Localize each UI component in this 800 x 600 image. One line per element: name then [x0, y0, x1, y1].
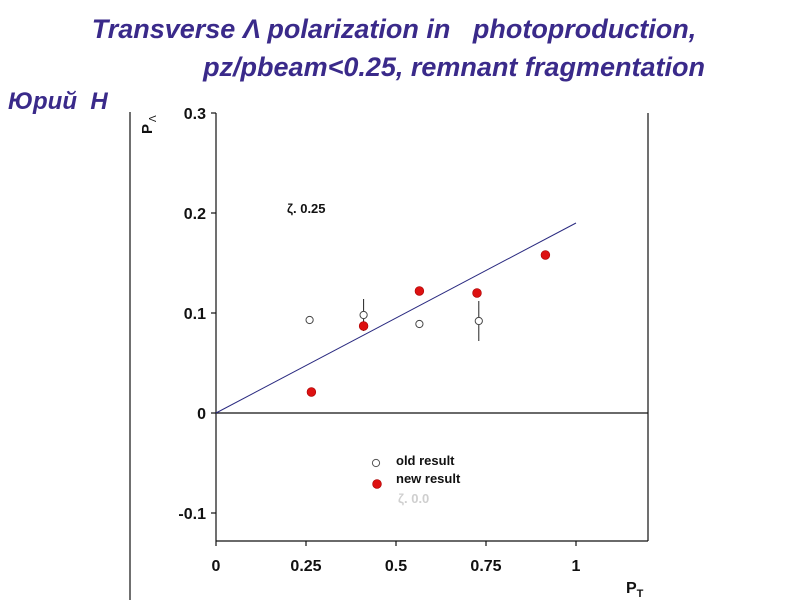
zeta-annotation: ζ. 0.25 [287, 201, 326, 216]
legend-new-label: new result [396, 471, 461, 486]
old-result-point [359, 310, 368, 320]
new-result-point [414, 286, 425, 296]
old-result-point [415, 319, 424, 329]
legend-faded-label: ζ. 0.0 [398, 491, 429, 506]
x-tick-label: 0.75 [470, 558, 501, 575]
x-tick-label: 0 [212, 558, 221, 575]
old-result-point [305, 315, 314, 325]
legend-old-label: old result [396, 453, 455, 468]
author-label: Юрий Н [8, 88, 108, 115]
slide-title-line-1: Transverse Λ polarization in photoproduc… [91, 14, 697, 44]
legend: old result new result ζ. 0.0 [371, 453, 461, 506]
new-result-point [358, 321, 369, 331]
plot-frame [129, 112, 649, 600]
axis-labels: ζ. 0.25 PΛ PT [139, 115, 644, 600]
legend-old-marker [371, 458, 381, 468]
new-result-point [472, 288, 482, 298]
data-points [305, 250, 551, 397]
slide-title-line-2: pz/pbeam<0.25, remnant fragmentation [203, 52, 705, 82]
fit-line-group [215, 222, 577, 414]
y-tick-label: 0 [197, 406, 206, 423]
y-tick-label: 0.1 [184, 306, 206, 323]
x-tick-label: 1 [572, 558, 581, 575]
y-tick-label: 0.3 [184, 106, 206, 123]
new-result-point [306, 387, 317, 397]
old-result-point [474, 316, 483, 326]
x-axis-label: PT [626, 580, 644, 600]
x-tick-label: 0.25 [290, 558, 321, 575]
y-axis-label: PΛ [139, 115, 159, 134]
y-tick-label: 0.2 [184, 206, 206, 223]
new-result-point [540, 250, 551, 260]
x-tick-label: 0.5 [385, 558, 407, 575]
axis-ticks: -0.1 0 0.1 0.2 0.3 0 0.25 0.5 0.75 1 [178, 106, 580, 575]
fit-line [215, 222, 577, 414]
legend-new-marker [372, 479, 382, 489]
y-tick-label: -0.1 [178, 506, 206, 523]
